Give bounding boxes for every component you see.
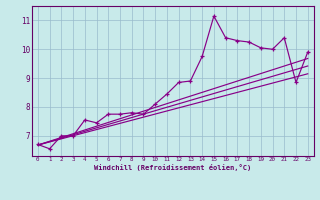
X-axis label: Windchill (Refroidissement éolien,°C): Windchill (Refroidissement éolien,°C) <box>94 164 252 171</box>
